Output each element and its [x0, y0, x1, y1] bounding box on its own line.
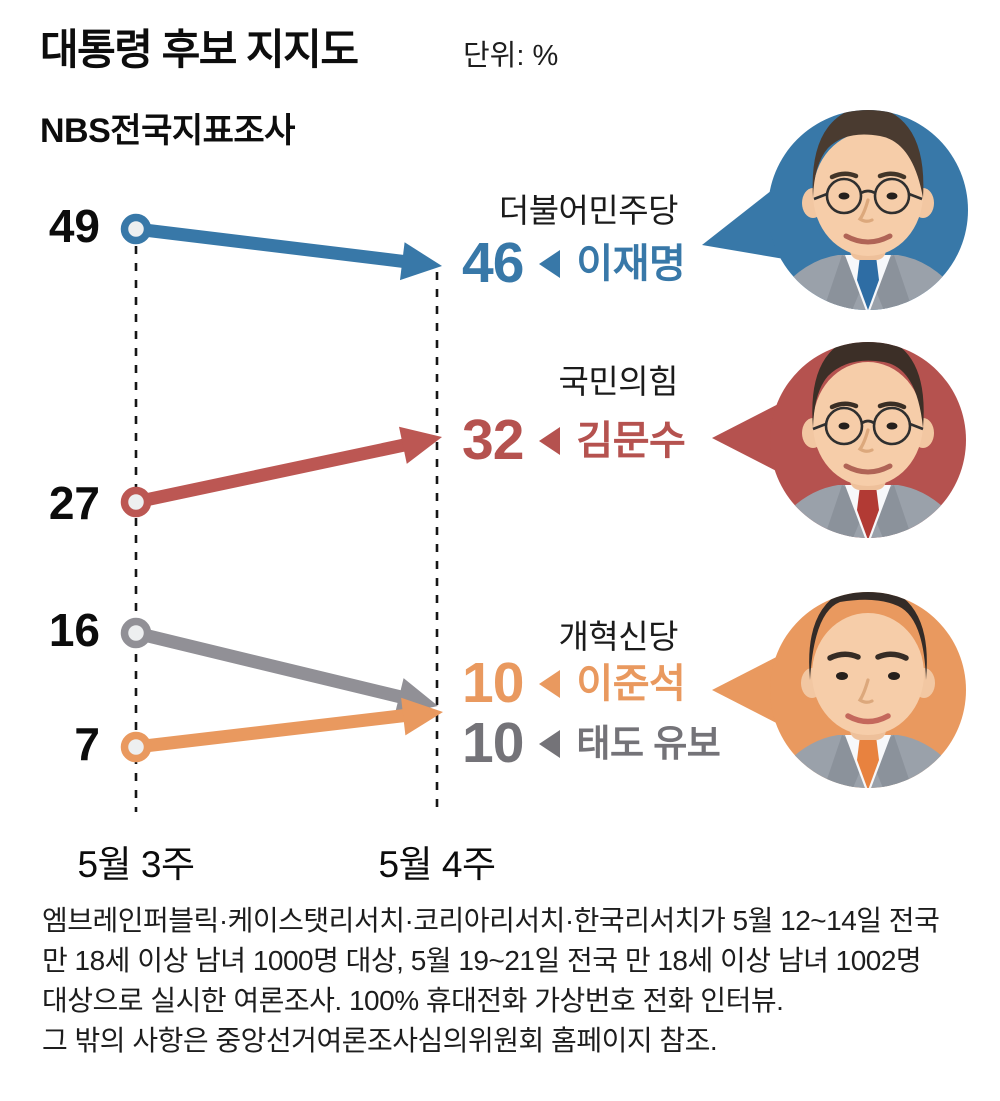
series-line-reform: [135, 697, 443, 754]
portrait-kim-moon-soo: [712, 342, 966, 538]
week3-value-democratic: 49: [48, 200, 100, 252]
series-line-ppp: [134, 426, 442, 509]
methodology-line: 대상으로 실시한 여론조사. 100% 휴대전화 가상번호 전화 인터뷰.: [42, 985, 784, 1016]
left-pointer-icon: [539, 426, 561, 455]
marker-democratic: [120, 213, 152, 245]
candidate-name-democratic: 이재명: [576, 241, 686, 286]
undecided-label: 태도 유보: [576, 723, 721, 764]
result-row-ppp: 32 김문수: [462, 408, 686, 472]
result-row-democratic: 46 이재명: [462, 231, 686, 295]
left-pointer-icon: [539, 249, 561, 278]
candidate-name-ppp: 김문수: [576, 418, 686, 463]
page-title: 대통령 후보 지지도: [40, 26, 359, 73]
portrait-lee-jae-myung: [702, 110, 968, 310]
week4-value-ppp: 32: [462, 408, 524, 472]
result-row-reform: 10 이준석: [462, 651, 686, 715]
unit-label: 단위: %: [463, 40, 559, 72]
speech-tail: [712, 398, 790, 478]
portrait-lee-jun-seok: [712, 592, 966, 788]
left-pointer-icon: [539, 729, 561, 758]
speech-tail: [712, 650, 790, 730]
marker-undecided: [120, 617, 152, 649]
marker-reform: [120, 731, 152, 763]
party-label-reform: 개혁신당: [558, 618, 679, 655]
week3-value-reform: 7: [74, 718, 100, 770]
candidate-name-reform: 이준석: [576, 661, 686, 706]
survey-name: NBS전국지표조사: [40, 112, 295, 150]
series-line-undecided: [134, 626, 438, 716]
methodology-line: 그 밖의 사항은 중앙선거여론조사심의위원회 홈페이지 참조.: [42, 1025, 718, 1056]
x-label-week3: 5월 3주: [77, 844, 195, 885]
methodology-line: 엠브레인퍼블릭·케이스탯리서치·코리아리서치·한국리서치가 5월 12~14일 …: [42, 905, 940, 936]
left-pointer-icon: [539, 669, 561, 698]
week3-value-ppp: 27: [48, 477, 100, 529]
week3-value-undecided: 16: [48, 604, 100, 656]
marker-ppp: [120, 486, 152, 518]
party-label-democratic: 더불어민주당: [498, 192, 679, 229]
week4-value-undecided: 10: [462, 711, 524, 775]
week4-value-reform: 10: [462, 651, 524, 715]
methodology-line: 만 18세 이상 남녀 1000명 대상, 5월 19~21일 전국 만 18세…: [42, 945, 922, 976]
portrait-face: [768, 110, 968, 310]
methodology-note: 엠브레인퍼블릭·케이스탯리서치·코리아리서치·한국리서치가 5월 12~14일 …: [42, 901, 940, 1061]
week4-value-democratic: 46: [462, 231, 524, 295]
series-line-democratic: [135, 222, 442, 281]
party-label-ppp: 국민의힘: [558, 363, 679, 400]
x-label-week4: 5월 4주: [378, 844, 496, 885]
result-row-undecided: 10 태도 유보: [462, 711, 721, 775]
